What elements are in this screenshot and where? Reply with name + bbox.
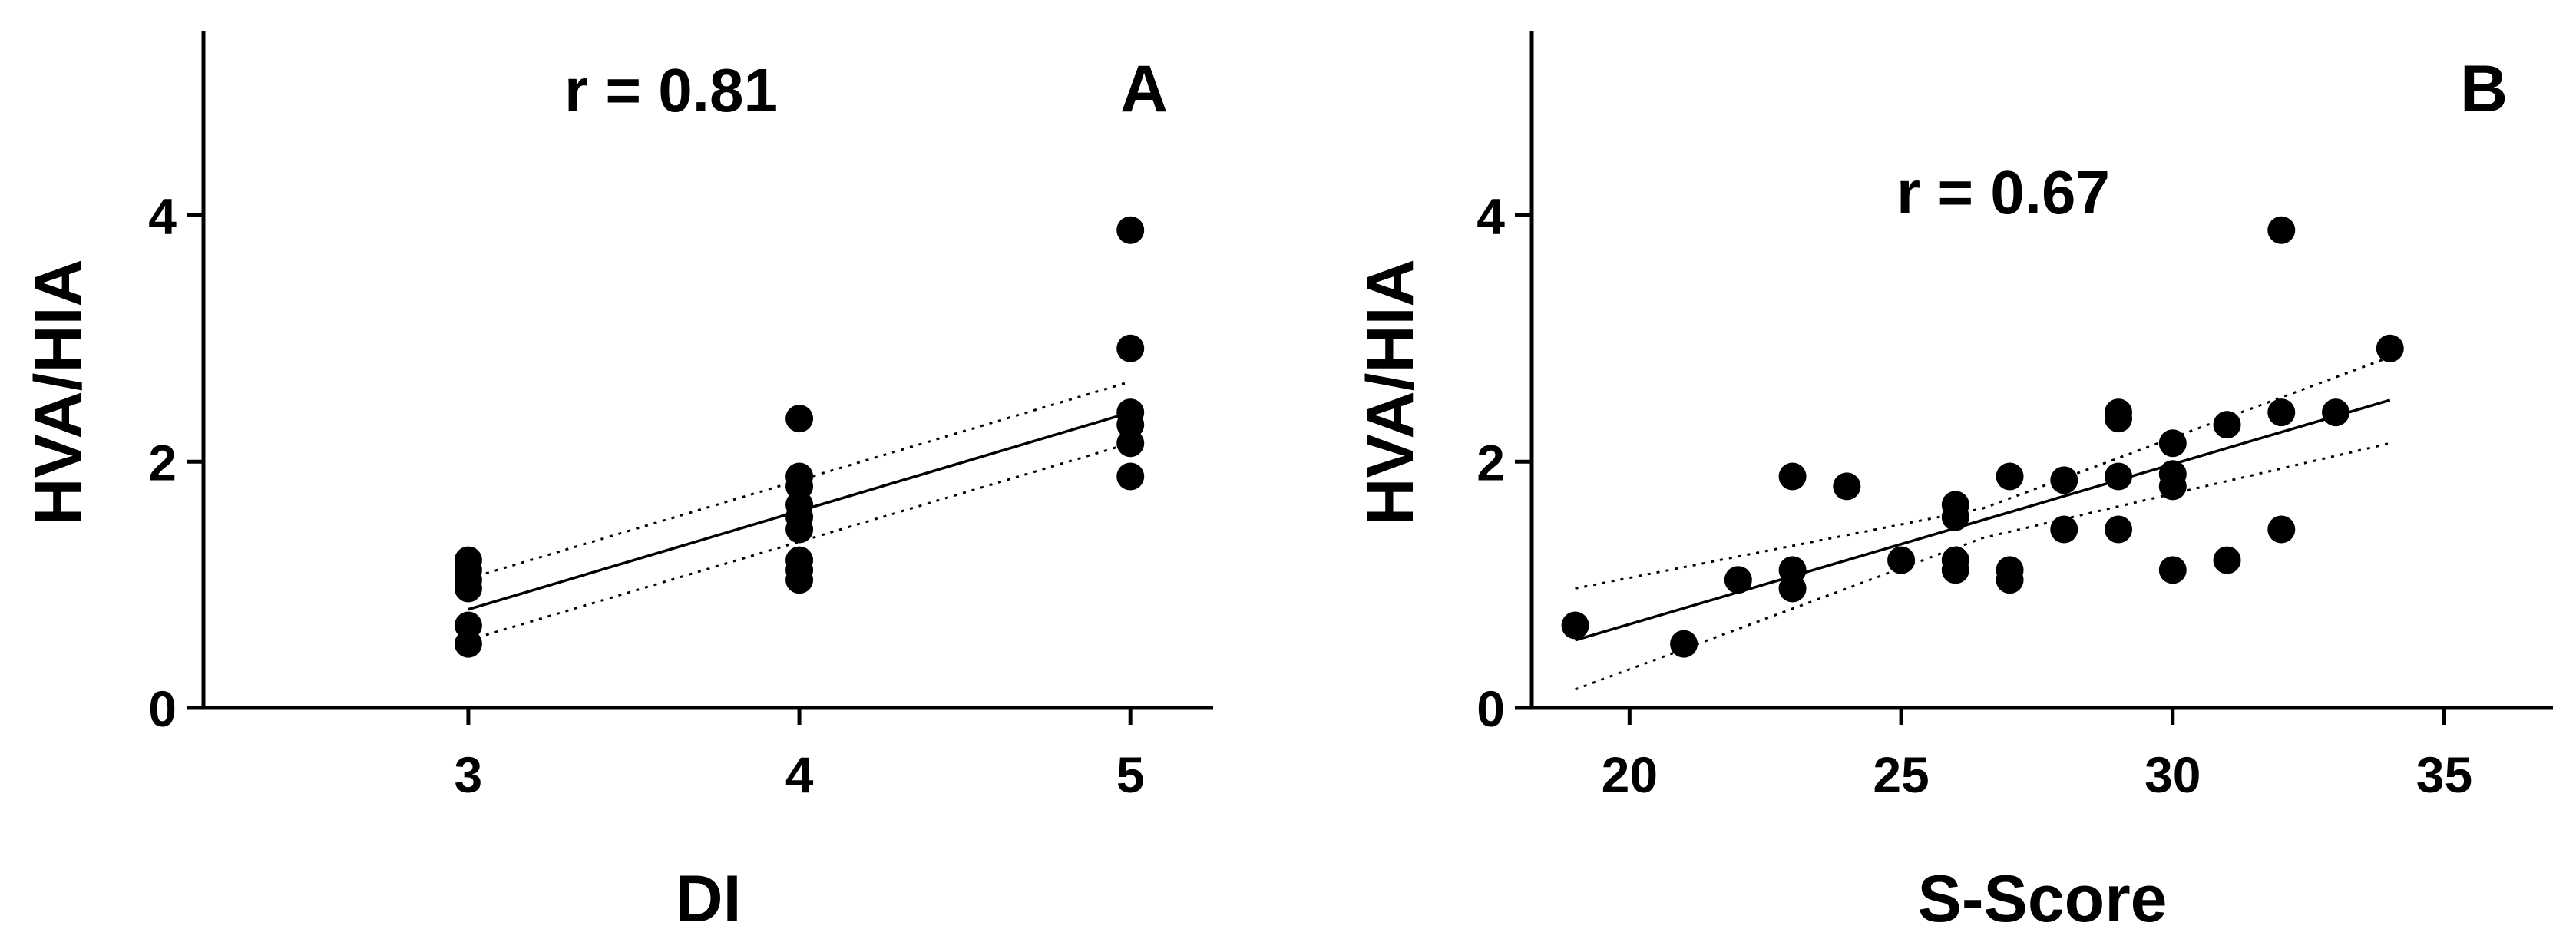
data-point — [2158, 460, 2187, 488]
data-point — [1941, 491, 1969, 519]
data-point — [2267, 398, 2296, 427]
x-tick-label: 4 — [785, 746, 814, 803]
data-point — [454, 546, 482, 574]
ci-lower-line — [1575, 441, 2391, 691]
x-tick-label: 35 — [2416, 746, 2472, 803]
y-tick-label: 0 — [1476, 680, 1505, 737]
x-axis-title: S-Score — [1917, 862, 2167, 936]
correlation-label: r = 0.67 — [1896, 158, 2110, 227]
data-point — [2105, 515, 2133, 544]
panel-a: 0 2 4 3 4 5 DI HVA/HIA r = 0.81 A — [21, 31, 1213, 936]
data-point — [1116, 334, 1145, 362]
data-point — [1887, 546, 1916, 574]
y-axis-title: HVA/HIA — [1354, 259, 1427, 525]
data-point — [2105, 398, 2133, 427]
data-point — [1116, 398, 1145, 427]
data-point — [2158, 429, 2187, 458]
y-tick-label: 2 — [148, 434, 177, 491]
panel-label: A — [1120, 52, 1168, 126]
data-point — [1116, 462, 1145, 491]
data-point — [2213, 411, 2241, 439]
data-point — [1724, 566, 1752, 594]
x-tick-label: 30 — [2144, 746, 2201, 803]
data-point — [785, 462, 814, 491]
x-tick-label: 25 — [1873, 746, 1929, 803]
x-tick-label: 20 — [1602, 746, 1658, 803]
y-tick-label: 4 — [148, 188, 177, 245]
data-point — [1941, 546, 1969, 574]
x-tick-label: 3 — [455, 746, 483, 803]
data-point — [2105, 462, 2133, 491]
data-point — [2267, 216, 2296, 244]
data-point — [2050, 515, 2078, 544]
data-point — [454, 611, 482, 640]
regression-line — [1575, 398, 2391, 642]
data-point — [1778, 556, 1807, 584]
data-point — [1996, 462, 2024, 491]
data-point — [1996, 556, 2024, 584]
panel-label: B — [2460, 52, 2508, 126]
data-point — [785, 546, 814, 574]
data-point — [2322, 398, 2350, 427]
x-tick-label: 5 — [1116, 746, 1145, 803]
panel-b: 0 2 4 20 25 30 35 S-Score HVA/HIA r = 0.67 B — [1354, 31, 2553, 936]
y-tick-label: 2 — [1476, 434, 1505, 491]
data-point — [1833, 472, 1861, 501]
y-tick-label: 0 — [148, 680, 177, 737]
y-tick-label: 4 — [1476, 188, 1505, 245]
correlation-label: r = 0.81 — [564, 56, 778, 124]
data-point — [2158, 556, 2187, 584]
data-point — [2376, 334, 2404, 362]
ci-upper-line — [1575, 355, 2391, 590]
data-point — [2213, 546, 2241, 574]
data-point — [1116, 216, 1145, 244]
data-point — [2050, 466, 2078, 494]
x-axis-title: DI — [676, 862, 742, 936]
data-point — [1561, 611, 1589, 640]
y-axis-title: HVA/HIA — [21, 259, 95, 525]
data-point — [1778, 462, 1807, 491]
data-point — [785, 405, 814, 433]
data-point — [2267, 515, 2296, 544]
data-point — [1670, 630, 1698, 658]
